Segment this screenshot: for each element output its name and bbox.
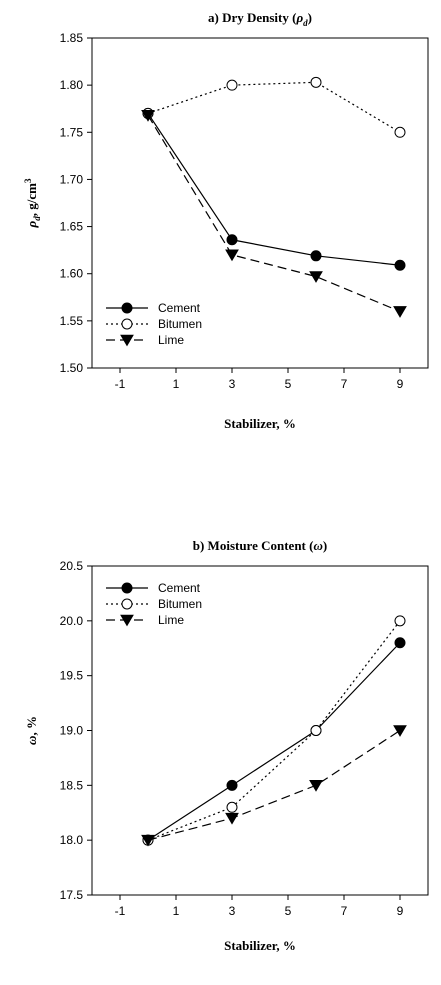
dry-density-plot-frame xyxy=(91,37,429,369)
legend-cement-label: Cement xyxy=(158,301,201,315)
bitumen-point xyxy=(394,615,406,627)
y-tick-label: 19.5 xyxy=(60,669,84,683)
legend-lime-label: Lime xyxy=(158,613,184,627)
x-tick-label: 5 xyxy=(285,377,292,391)
cement-point xyxy=(226,234,238,246)
y-tick-label: 1.65 xyxy=(60,220,84,234)
legend-lime-marker xyxy=(120,334,134,347)
moisture-content-plot-frame xyxy=(91,565,429,896)
y-tick-label: 1.50 xyxy=(60,361,84,375)
moisture-content-series-lime xyxy=(141,725,407,847)
bitumen-line xyxy=(147,620,401,841)
lime-point xyxy=(225,249,239,262)
dry-density-series-bitumen xyxy=(142,76,406,138)
legend-bitumen-label: Bitumen xyxy=(158,597,202,611)
dry-density-title: a) Dry Density (ρd) xyxy=(208,10,312,28)
lime-point xyxy=(141,110,155,122)
dry-density-legend: Cement Bitumen Lime xyxy=(106,301,202,347)
dry-density-y-axis-label: ρd, g/cm3 xyxy=(23,178,42,228)
y-label-text: , % xyxy=(24,716,39,736)
y-label-symbol: ω xyxy=(24,736,39,745)
y-tick-label: 19.0 xyxy=(60,724,84,738)
cement-point xyxy=(226,779,238,791)
x-tick-label: 9 xyxy=(397,904,404,918)
dry-density-series-cement xyxy=(142,107,406,271)
title-symbol: ρ xyxy=(295,10,303,25)
moisture-content-y-axis-label: ω, % xyxy=(24,716,39,745)
cement-point xyxy=(394,259,406,271)
y-tick-label: 1.60 xyxy=(60,267,84,281)
dry-density-series-lime xyxy=(141,110,407,318)
cement-line xyxy=(147,642,401,841)
bitumen-point xyxy=(310,76,322,88)
y-tick-label: 20.5 xyxy=(60,559,84,573)
lime-line xyxy=(147,729,401,841)
bitumen-point xyxy=(226,79,238,91)
bitumen-line xyxy=(147,81,401,133)
y-tick-label: 20.0 xyxy=(60,614,84,628)
x-tick-label: 7 xyxy=(341,377,348,391)
title-text: b) Moisture Content ( xyxy=(193,538,314,553)
dry-density-chart: a) Dry Density (ρd)1.501.551.601.651.701… xyxy=(23,10,429,431)
legend-lime-label: Lime xyxy=(158,333,184,347)
y-tick-label: 18.0 xyxy=(60,833,84,847)
x-tick-label: 5 xyxy=(285,904,292,918)
lime-line xyxy=(147,115,401,312)
moisture-content-series-cement xyxy=(142,637,406,846)
title-symbol: ω xyxy=(313,538,322,553)
moisture-content-x-axis-label: Stabilizer, % xyxy=(224,938,296,953)
y-tick-label: 1.55 xyxy=(60,314,84,328)
x-tick-label: 7 xyxy=(341,904,348,918)
y-tick-label: 18.5 xyxy=(60,778,84,792)
y-label-superscript: 3 xyxy=(23,178,33,183)
x-tick-label: -1 xyxy=(115,904,126,918)
legend-cement-marker xyxy=(121,302,133,314)
cement-line xyxy=(147,113,401,266)
lime-point xyxy=(309,271,323,283)
moisture-content-title: b) Moisture Content (ω) xyxy=(193,538,327,553)
lime-point xyxy=(141,834,155,847)
y-tick-label: 1.75 xyxy=(60,125,84,139)
legend-bitumen-marker xyxy=(121,598,133,610)
cement-point xyxy=(394,637,406,649)
title-text: a) Dry Density ( xyxy=(208,10,296,25)
legend-lime-marker xyxy=(120,614,134,627)
x-tick-label: 9 xyxy=(397,377,404,391)
legend-cement-marker xyxy=(121,582,133,594)
y-tick-label: 17.5 xyxy=(60,888,84,902)
title-close: ) xyxy=(308,10,312,25)
legend-bitumen-marker xyxy=(121,318,133,330)
moisture-content-legend: Cement Bitumen Lime xyxy=(106,581,202,627)
lime-point xyxy=(309,780,323,792)
y-tick-label: 1.70 xyxy=(60,172,84,186)
x-tick-label: 1 xyxy=(173,377,180,391)
title-close: ) xyxy=(323,538,327,553)
y-label-symbol: ρ xyxy=(24,220,39,228)
y-tick-label: 1.85 xyxy=(60,31,84,45)
title-subscript: d xyxy=(303,18,308,28)
bitumen-point xyxy=(394,126,406,138)
lime-point xyxy=(225,812,239,825)
dry-density-x-axis-label: Stabilizer, % xyxy=(224,416,296,431)
lime-point xyxy=(393,306,407,318)
x-tick-label: -1 xyxy=(115,377,126,391)
y-label-subscript: d xyxy=(32,216,42,221)
y-label-text: , g/cm xyxy=(24,183,39,216)
legend-cement-label: Cement xyxy=(158,581,201,595)
cement-point xyxy=(310,250,322,262)
bitumen-point xyxy=(226,801,238,813)
lime-point xyxy=(393,725,407,737)
moisture-content-chart: b) Moisture Content (ω)17.518.018.519.01… xyxy=(24,538,429,953)
legend-bitumen-label: Bitumen xyxy=(158,317,202,331)
x-tick-label: 3 xyxy=(229,904,236,918)
x-tick-label: 3 xyxy=(229,377,236,391)
x-tick-label: 1 xyxy=(173,904,180,918)
bitumen-point xyxy=(310,725,322,736)
moisture-content-series-bitumen xyxy=(142,615,406,846)
y-tick-label: 1.80 xyxy=(60,78,84,92)
